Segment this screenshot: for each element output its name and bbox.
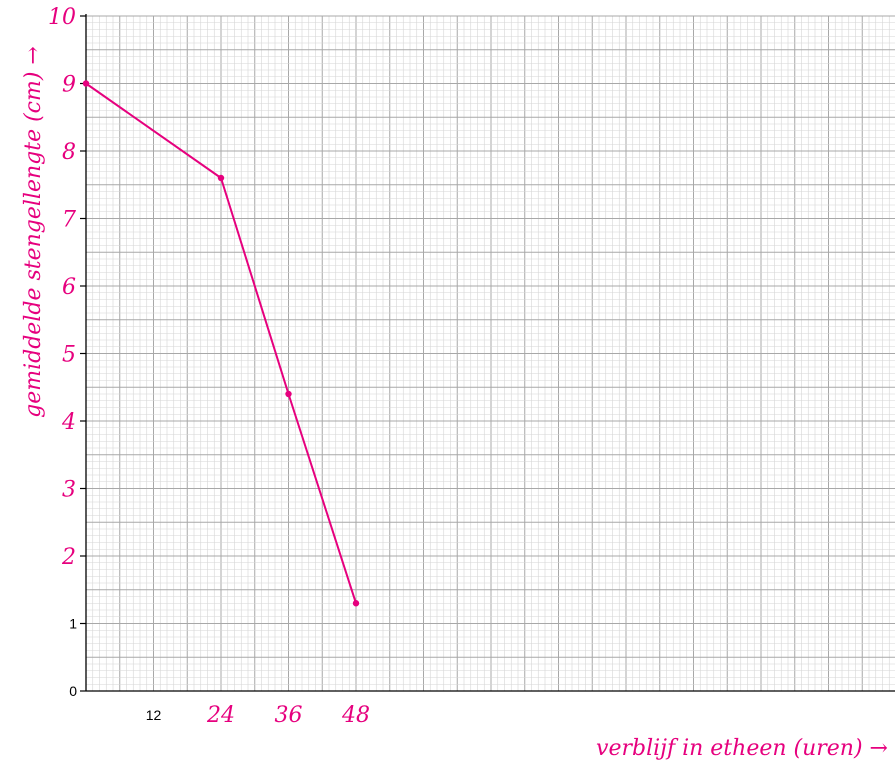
y-tick-label: 0	[69, 683, 77, 699]
y-tick-label: 4	[61, 410, 76, 435]
series	[82, 80, 360, 607]
x-axis-title: verblijf in etheen (uren) →	[596, 736, 888, 761]
series-line	[85, 82, 357, 604]
data-point	[352, 600, 360, 607]
y-tick-label: 1	[69, 616, 77, 632]
axes	[85, 14, 895, 692]
data-point	[82, 80, 90, 87]
y-tick-label: 3	[62, 478, 76, 503]
y-tick-label: 9	[62, 73, 76, 98]
data-point	[217, 174, 225, 182]
y-tick-label: 6	[62, 275, 76, 300]
data-point	[285, 390, 292, 398]
grid	[85, 15, 895, 692]
y-tick-label: 5	[62, 343, 76, 368]
x-tick-label: 48	[341, 703, 370, 728]
x-tick-label: 12	[146, 707, 162, 723]
y-tick-label: 7	[62, 208, 76, 233]
y-tick-label: 2	[61, 545, 76, 570]
y-axis-title: gemiddelde stengellengte (cm) →	[21, 46, 46, 418]
x-tick-label: 36	[275, 703, 303, 728]
y-tick-label: 10	[48, 5, 76, 30]
x-tick-label: 24	[206, 703, 235, 728]
y-tick-label: 8	[62, 140, 76, 165]
